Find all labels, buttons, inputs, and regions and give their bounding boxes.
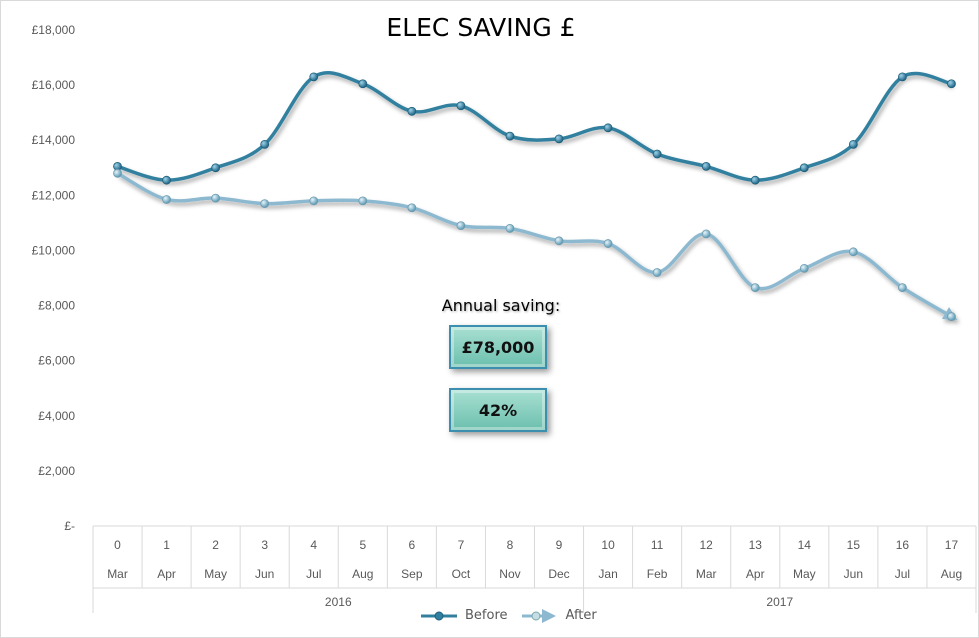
month-label: Mar (107, 567, 128, 581)
data-point-before (505, 131, 515, 141)
legend-before-label: Before (465, 608, 508, 623)
y-tick-label: £18,000 (32, 23, 76, 37)
y-tick-label: £6,000 (38, 354, 75, 368)
data-point-after (652, 268, 662, 277)
series-line-before (117, 71, 952, 182)
y-tick-label: £16,000 (32, 78, 76, 92)
y-tick-label: £4,000 (38, 409, 75, 423)
data-point-after (162, 195, 171, 204)
data-point-after (750, 283, 760, 293)
data-point-after (799, 263, 809, 273)
annual-saving-label: Annual saving: (441, 296, 561, 315)
legend-before-icon (421, 611, 457, 620)
data-point-after (211, 193, 221, 203)
month-label: May (793, 567, 816, 581)
data-point-before (799, 163, 809, 173)
x-tick-label: 6 (409, 538, 416, 552)
data-point-after (848, 247, 858, 257)
legend-after-label: After (565, 608, 597, 623)
data-point-before (652, 149, 662, 159)
x-tick-label: 12 (700, 538, 714, 552)
data-point-before (211, 163, 221, 173)
data-point-before (456, 101, 466, 111)
month-label: Jul (895, 567, 910, 581)
data-point-before (554, 134, 564, 144)
data-point-after (947, 312, 956, 321)
x-tick-label: 7 (458, 538, 465, 552)
y-tick-label: £2,000 (38, 464, 75, 478)
data-point-before (898, 72, 907, 82)
month-label: Jun (844, 567, 863, 581)
data-point-before (848, 139, 858, 149)
month-label: May (204, 567, 227, 581)
x-tick-label: 9 (556, 538, 563, 552)
data-point-after (456, 221, 466, 231)
data-point-before (358, 79, 368, 89)
y-tick-label: £12,000 (32, 188, 76, 202)
data-point-before (701, 161, 711, 171)
data-point-after (309, 196, 319, 206)
data-point-after (554, 236, 564, 246)
month-label: Apr (746, 567, 765, 581)
annual-saving-percent: 42% (449, 388, 547, 432)
month-label: Mar (696, 567, 717, 581)
data-point-before (947, 79, 956, 89)
x-tick-label: 2 (212, 538, 219, 552)
data-point-after (113, 168, 122, 178)
annual-saving-amount: £78,000 (449, 325, 547, 369)
x-tick-label: 11 (651, 538, 664, 552)
month-label: Jul (306, 567, 321, 581)
month-label: Jun (255, 567, 274, 581)
month-label: Aug (352, 567, 373, 581)
data-point-before (162, 175, 171, 185)
month-label: Aug (941, 567, 962, 581)
x-tick-label: 16 (896, 538, 910, 552)
x-tick-label: 17 (945, 538, 959, 552)
x-tick-label: 15 (847, 538, 861, 552)
x-tick-label: 10 (601, 538, 615, 552)
legend-after-icon (521, 608, 556, 623)
month-label: Feb (647, 567, 668, 581)
x-tick-label: 13 (749, 538, 763, 552)
data-point-after (260, 199, 270, 209)
data-point-before (260, 139, 270, 149)
month-label: Dec (548, 567, 569, 581)
data-point-after (505, 223, 515, 233)
x-tick-label: 3 (261, 538, 268, 552)
x-tick-label: 8 (507, 538, 514, 552)
month-label: Jan (598, 567, 617, 581)
data-point-after (701, 229, 711, 239)
y-tick-label: £8,000 (38, 299, 75, 313)
month-label: Apr (157, 567, 176, 581)
y-tick-label: £14,000 (32, 133, 76, 147)
month-label: Oct (452, 567, 471, 581)
year-label: 2017 (766, 595, 793, 609)
chart-title: ELEC SAVING £ (386, 13, 576, 42)
x-tick-label: 1 (163, 538, 170, 552)
data-point-before (309, 72, 319, 82)
month-label: Nov (499, 567, 520, 581)
y-tick-label: £10,000 (32, 243, 76, 257)
data-point-before (603, 123, 613, 133)
x-tick-label: 0 (114, 538, 121, 552)
x-tick-label: 14 (798, 538, 812, 552)
x-tick-label: 5 (359, 538, 366, 552)
year-label: 2016 (325, 595, 352, 609)
legend: Before After (421, 608, 597, 623)
y-tick-label: £- (64, 519, 75, 533)
data-point-after (898, 283, 907, 293)
data-point-before (407, 106, 417, 116)
data-point-after (358, 196, 368, 206)
data-point-after (407, 203, 417, 213)
data-point-after (603, 239, 613, 248)
month-label: Sep (401, 567, 423, 581)
data-point-before (750, 175, 760, 185)
x-tick-label: 4 (310, 538, 317, 552)
